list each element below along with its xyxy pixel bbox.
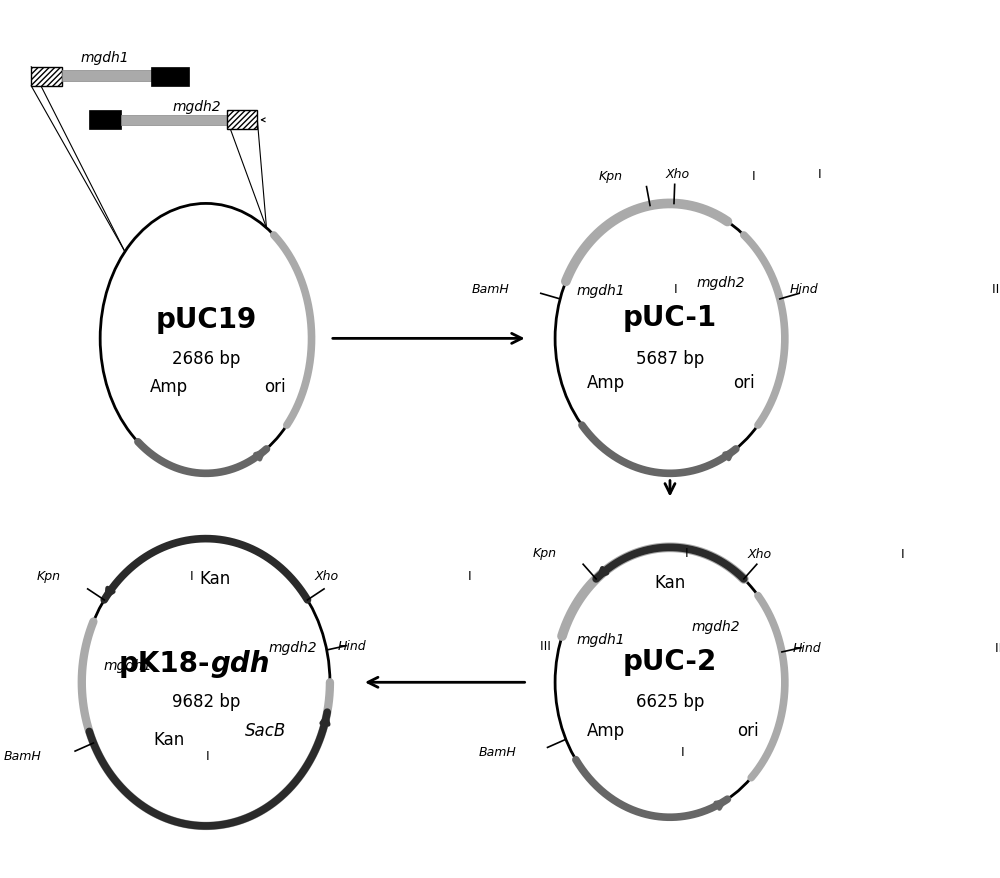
Text: pUC-1: pUC-1 (623, 303, 717, 331)
Bar (89, 112, 121, 130)
Text: I: I (748, 169, 755, 183)
Text: Xho: Xho (748, 548, 772, 561)
Text: pUC-2: pUC-2 (623, 647, 717, 675)
Text: 6625 bp: 6625 bp (636, 693, 704, 710)
Text: mgdh2: mgdh2 (172, 100, 221, 114)
Text: I: I (677, 745, 685, 759)
Text: Kan: Kan (654, 573, 686, 592)
Bar (227, 112, 257, 130)
Bar (121, 116, 227, 126)
Text: pK18-: pK18- (119, 650, 210, 677)
Text: I: I (681, 546, 689, 559)
Text: I: I (814, 168, 822, 180)
Text: I: I (202, 749, 210, 762)
Text: Hind: Hind (792, 642, 821, 654)
Text: BamH: BamH (472, 283, 510, 296)
Text: I: I (186, 570, 194, 583)
Text: mgdh2: mgdh2 (692, 619, 740, 633)
Text: ori: ori (264, 378, 286, 396)
Text: Kpn: Kpn (599, 169, 623, 183)
Text: III: III (988, 283, 1000, 296)
Bar (62, 71, 167, 82)
Text: Kan: Kan (199, 569, 231, 587)
Text: Kpn: Kpn (533, 546, 557, 559)
Text: I: I (897, 548, 904, 561)
Text: Xho: Xho (665, 168, 690, 180)
Text: Xho: Xho (315, 570, 339, 583)
Text: ori: ori (737, 722, 759, 739)
Text: I: I (464, 570, 471, 583)
Text: ori: ori (733, 373, 754, 392)
Text: 2686 bp: 2686 bp (172, 349, 240, 367)
Text: 9682 bp: 9682 bp (172, 693, 240, 710)
Text: Amp: Amp (587, 722, 625, 739)
Text: mgdh1: mgdh1 (103, 658, 152, 672)
Text: mgdh2: mgdh2 (269, 641, 317, 655)
Text: Amp: Amp (150, 378, 188, 396)
Text: gdh: gdh (210, 650, 270, 677)
Text: mgdh1: mgdh1 (577, 632, 625, 646)
Text: 5687 bp: 5687 bp (636, 349, 704, 367)
Text: III: III (536, 639, 551, 652)
Bar (151, 68, 189, 87)
Text: Amp: Amp (587, 373, 625, 392)
Text: pUC19: pUC19 (155, 306, 256, 334)
Text: III: III (991, 642, 1000, 654)
Text: SacB: SacB (245, 722, 286, 739)
Text: mgdh1: mgdh1 (80, 51, 129, 65)
Text: Hind: Hind (790, 283, 819, 296)
Text: Hind: Hind (337, 639, 366, 652)
Text: mgdh2: mgdh2 (696, 276, 745, 290)
Text: BamH: BamH (3, 749, 41, 762)
Bar (31, 68, 62, 87)
Text: Kan: Kan (153, 730, 185, 748)
Text: I: I (670, 283, 678, 296)
Text: BamH: BamH (479, 745, 516, 759)
Text: Kpn: Kpn (37, 570, 61, 583)
Text: mgdh1: mgdh1 (577, 284, 625, 299)
